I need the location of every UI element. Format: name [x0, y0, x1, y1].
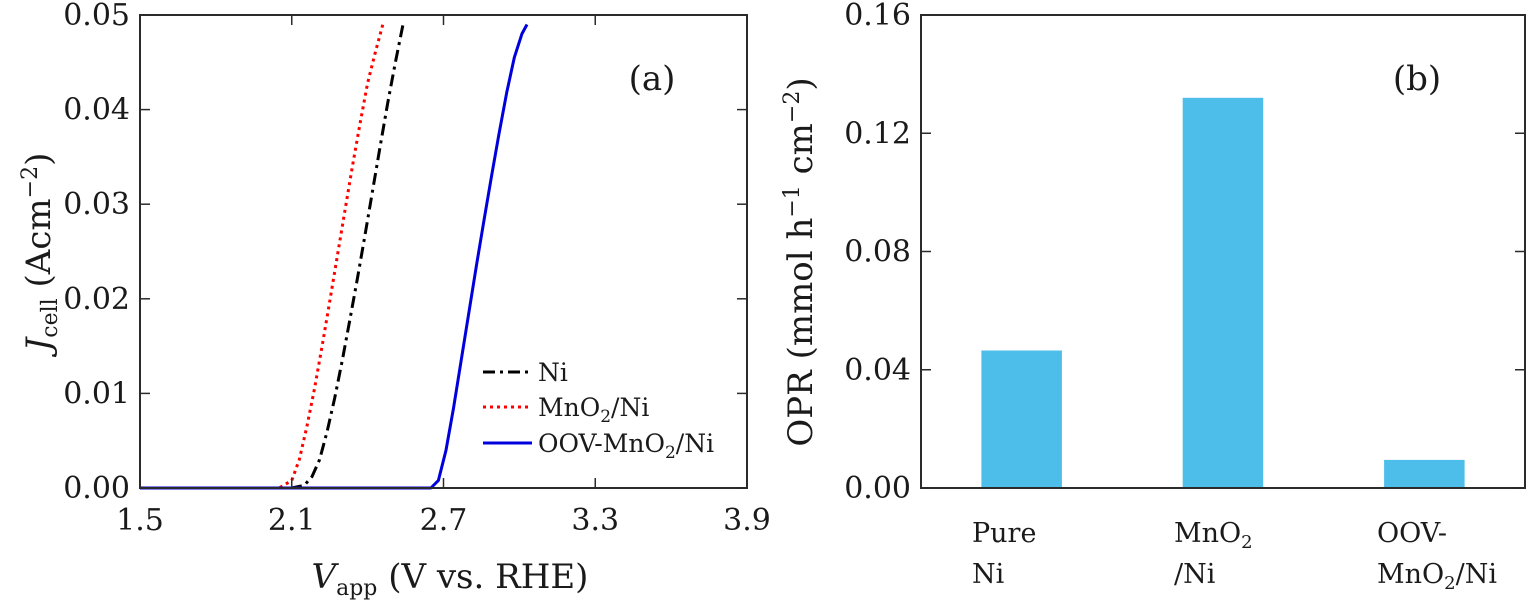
legend-a: Ni MnO2/Ni OOV-MnO2/Ni	[483, 358, 714, 463]
panel-label-b: (b)	[1393, 59, 1441, 99]
opr-label-pre: OPR (mmol h	[781, 218, 821, 447]
cat1-l1-pre: MnO	[1174, 518, 1241, 549]
y-tick-label-b: 0.08	[844, 235, 911, 270]
x-axis-label-a: Vapp (V vs. RHE)	[312, 557, 589, 600]
y-axis-label-close: )	[19, 153, 59, 166]
legend-ni-text: Ni	[538, 358, 568, 387]
y-tick-label-b: 0.04	[844, 353, 911, 388]
y-tick-label-a: 0.03	[63, 187, 130, 222]
y-axis-label-rest: (Acm	[19, 198, 59, 298]
legend-label-oov-mno2-ni: OOV-MnO2/Ni	[538, 429, 714, 463]
cat1-l2: /Ni	[1174, 559, 1216, 590]
x-axis-label-main: V	[312, 557, 340, 597]
legend-entry-oov-mno2-ni: OOV-MnO2/Ni	[483, 429, 714, 463]
category-label-pure-ni-line1: Pure	[972, 518, 1036, 549]
panel-label-a: (a)	[629, 59, 676, 99]
cat0-l2: Ni	[972, 559, 1005, 590]
legend-entry-ni: Ni	[483, 358, 568, 387]
y-axis-label-b: OPR (mmol h−1 cm−2)	[780, 77, 821, 446]
legend-label-mno2-ni: MnO2/Ni	[538, 393, 649, 427]
tick-labels-b: 0.00 0.04 0.08 0.12 0.16	[844, 0, 911, 506]
y-tick-label-a: 0.00	[63, 471, 130, 506]
category-label-mno2-line1: MnO2	[1174, 518, 1253, 553]
series-line-oov-mno2-ni	[140, 23, 529, 490]
opr-label-post: )	[781, 77, 821, 90]
cat2-l2-sub: 2	[1444, 573, 1455, 594]
legend-mno2-post: /Ni	[611, 393, 649, 422]
legend-mno2-sub: 2	[600, 407, 611, 427]
legend-label-ni: Ni	[538, 358, 568, 387]
x-tick-label-a: 2.7	[420, 503, 468, 538]
x-tick-label-a: 3.9	[723, 503, 771, 538]
bar-oov-mno2-ni	[1384, 459, 1465, 488]
opr-label-sup1: −1	[780, 185, 805, 217]
opr-label-mid: cm	[781, 123, 821, 185]
series-line-mno2-ni	[140, 24, 385, 490]
y-axis-label-sub: cell	[38, 298, 63, 337]
bars	[981, 97, 1465, 489]
y-axis-label-sup: −2	[18, 166, 43, 198]
legend-mno2-pre: MnO	[538, 393, 600, 422]
x-tick-label-a: 2.1	[268, 503, 316, 538]
bar-pure-ni	[981, 350, 1062, 488]
legend-oov-post: /Ni	[676, 429, 714, 458]
y-axis-label-main: J	[19, 335, 59, 357]
cat0-l1: Pure	[972, 518, 1036, 549]
y-tick-label-a: 0.04	[63, 93, 130, 128]
x-axis-label-rest: (V vs. RHE)	[377, 557, 588, 597]
legend-oov-sub: 2	[665, 443, 676, 463]
cat1-l1-sub: 2	[1241, 532, 1252, 553]
category-label-mno2-line2: /Ni	[1174, 559, 1216, 590]
x-tick-label-a: 3.3	[571, 503, 619, 538]
tick-labels-a: 1.5 2.1 2.7 3.3 3.9 0.00 0.01 0.02 0.03 0.04 0.05	[63, 0, 771, 538]
legend-entry-mno2-ni: MnO2/Ni	[483, 393, 649, 427]
tick-marks-b	[921, 14, 1525, 489]
y-tick-label-b: 0.12	[844, 116, 911, 151]
x-tick-label-a: 1.5	[116, 503, 164, 538]
y-tick-label-b: 0.16	[844, 0, 911, 33]
opr-label-sup2: −2	[780, 91, 805, 123]
y-axis-label-a: Jcell (Acm−2)	[18, 153, 63, 358]
y-tick-label-a: 0.02	[63, 282, 130, 317]
cat2-l2-post: /Ni	[1456, 559, 1498, 590]
cat2-l1: OOV-	[1377, 518, 1447, 549]
x-axis-label-sub: app	[336, 576, 377, 600]
panel-a-line-chart: 1.5 2.1 2.7 3.3 3.90.000.010.020.030.040.05 …	[18, 0, 771, 600]
y-tick-label-b: 0.00	[844, 471, 911, 506]
tick-marks-a	[139, 14, 748, 489]
y-tick-label-a: 0.01	[63, 376, 130, 411]
legend-oov-pre: OOV-MnO	[538, 429, 665, 458]
category-label-oov-line2: MnO2/Ni	[1377, 559, 1497, 594]
category-label-oov-line1: OOV-	[1377, 518, 1447, 549]
series-line-ni	[140, 24, 405, 490]
y-tick-label-a: 0.05	[63, 0, 130, 33]
cat2-l2-pre: MnO	[1377, 559, 1444, 590]
bar-mno2-ni	[1182, 97, 1264, 489]
panel-b-bar-chart: 0.00 0.04 0.08 0.12 0.16 (b) OPR (mmol h−1 c…	[780, 0, 1526, 594]
category-labels: Pure Ni MnO2 /Ni OOV- MnO2/Ni	[972, 518, 1497, 594]
category-label-pure-ni-line2: Ni	[972, 559, 1005, 590]
